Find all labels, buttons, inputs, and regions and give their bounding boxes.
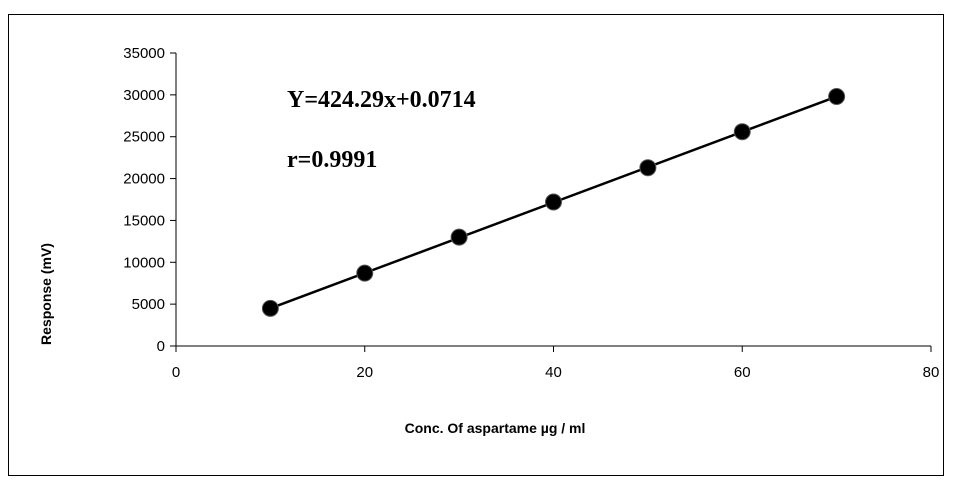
x-tick-label: 40 (545, 364, 562, 381)
x-tick-label: 80 (923, 364, 940, 381)
data-point (450, 228, 468, 246)
y-tick-label: 0 (157, 338, 165, 355)
data-point (261, 299, 279, 317)
y-tick-label: 35000 (123, 45, 165, 62)
data-point (545, 193, 562, 211)
y-tick-label: 25000 (123, 129, 165, 146)
data-point (733, 123, 751, 141)
data-points (261, 88, 846, 317)
y-tick-label: 30000 (123, 87, 165, 104)
x-tick-label: 0 (172, 364, 180, 381)
data-point (356, 264, 374, 282)
r-value-annotation: r=0.9991 (287, 147, 377, 173)
ticks: 0 20 40 60 80 0 5000 10000 15000 20000 25000 30000 3… (123, 45, 939, 381)
x-tick-label: 20 (356, 364, 373, 381)
data-point (828, 88, 846, 106)
y-tick-label: 20000 (123, 171, 165, 188)
equation-annotation: Y=424.29x+0.0714 (287, 87, 476, 113)
y-tick-label: 5000 (132, 296, 165, 313)
x-axis-title: Conc. Of aspartame µg / ml (405, 420, 586, 436)
chart-frame: 0 20 40 60 80 0 5000 10000 15000 20000 25000 30000 3… (8, 14, 944, 476)
y-tick-label: 15000 (123, 212, 165, 229)
data-point (639, 159, 657, 177)
chart-svg: 0 20 40 60 80 0 5000 10000 15000 20000 25000 30000 3… (38, 45, 939, 436)
x-tick-label: 60 (734, 364, 751, 381)
y-axis-title: Response (mV) (38, 243, 54, 345)
y-tick-label: 10000 (123, 254, 165, 271)
